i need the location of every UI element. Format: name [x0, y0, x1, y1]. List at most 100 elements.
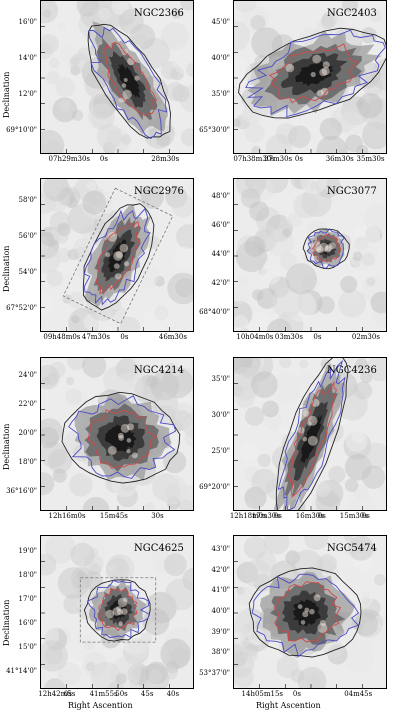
y-tick-label: 56'0": [18, 232, 37, 240]
y-tick-label: 68°40'0": [199, 307, 230, 316]
y-tick-label: 14'0": [18, 54, 37, 62]
galaxy-name: NGC2976: [134, 186, 184, 197]
y-tick-label: 39'0": [211, 627, 230, 636]
y-tick-label: 42'0": [211, 565, 230, 574]
galaxy-image: [41, 1, 193, 153]
x-tick-label: 07h29m30s: [48, 155, 90, 163]
y-tick-label: 36°16'0": [6, 486, 37, 495]
y-tick-label: 38'0": [211, 648, 230, 657]
x-tick-label: 12h42m5s: [38, 690, 76, 698]
y-tick-label: 40'0": [211, 54, 230, 62]
x-tick-label: 40s: [166, 690, 180, 698]
panel-ngc4625: NGC4625 19'0" 18'0" 17'0" 16'0" 15'0" 41°14'0"…: [6, 535, 194, 698]
y-tick-label: 41°14'0": [6, 667, 37, 675]
x-tick-label: 0s: [292, 690, 301, 698]
y-tick-label: 46'0": [211, 221, 230, 230]
x-tick-label: 12h16m0s: [48, 512, 86, 520]
galaxy-image: [234, 1, 386, 153]
galaxy-name: NGC4236: [327, 365, 377, 376]
y-tick-label: 41'0": [211, 586, 230, 595]
x-tick-label: 30s: [151, 512, 164, 520]
x-tick-label: 03m30s: [274, 333, 303, 341]
y-tick-label: 54'0": [18, 268, 37, 276]
image-frame: [233, 535, 387, 689]
y-tick-label: 19'0": [18, 547, 37, 555]
galaxy-image: [234, 179, 386, 331]
y-tick-label: 35'0": [211, 375, 230, 383]
x-tick-label: 28m30s: [151, 155, 180, 163]
x-axis-label-right: Right Ascention: [256, 701, 321, 710]
x-tick-label: 17m30s: [251, 512, 280, 520]
y-tick-label: 18'0": [18, 571, 37, 579]
x-tick-label: 12h18m0s: [229, 512, 267, 520]
galaxy-name: NGC2366: [134, 8, 184, 19]
y-tick-label: 15'0": [18, 643, 37, 651]
galaxy-image: [41, 358, 193, 510]
x-tick-label: 0s: [63, 690, 72, 698]
galaxy-name: NGC4625: [134, 543, 184, 554]
y-tick-label: 69°10'0": [6, 126, 37, 134]
x-tick-label: 15m30s: [339, 512, 368, 520]
x-tick-label: 47m30s: [81, 333, 110, 341]
y-tick-label: 16'0": [18, 18, 37, 26]
y-tick-label: 69°20'0": [199, 483, 230, 491]
x-tick-label: 0s: [294, 155, 303, 163]
x-tick-label: 0s: [313, 333, 322, 341]
x-tick-label: 0s: [99, 155, 108, 163]
x-tick-label: 16m30s: [295, 512, 324, 520]
x-tick-label: 04m45s: [344, 690, 373, 698]
x-tick-label: 41m55s: [89, 690, 118, 698]
y-tick-label: 16'0": [18, 619, 37, 627]
y-tick-label: 40'0": [211, 607, 230, 615]
y-tick-label: 58'0": [18, 196, 37, 204]
image-frame: [233, 178, 387, 332]
x-axis-label-left: Right Ascention: [68, 701, 133, 710]
x-tick-label: 15m45s: [99, 512, 128, 520]
y-tick-label: 22'0": [18, 400, 37, 409]
x-tick-label: 10h04m0s: [236, 333, 274, 341]
galaxy-image: [234, 358, 386, 510]
x-tick-label: 50s: [115, 690, 128, 698]
y-tick-label: 65°30'0": [199, 126, 230, 134]
panel-ngc5474: NGC5474 43'0" 42'0" 41'0" 40'0" 39'0" 38'0" 53°…: [199, 535, 387, 698]
x-tick-label: 0s: [273, 512, 282, 520]
panel-ngc2976: NGC2976 58'0" 56'0" 54'0" 67°52'0" 09h48m0s 47…: [6, 178, 194, 341]
y-tick-label: 12'0": [18, 90, 37, 98]
panel-ngc2403: NGC2403 45'0" 40'0" 35'0" 65°30'0" 07h38m30s 3…: [199, 0, 387, 163]
image-frame: [40, 0, 194, 154]
y-tick-label: 18'0": [18, 457, 37, 466]
image-frame: [40, 178, 194, 332]
y-tick-label: 53°37'0": [199, 668, 230, 677]
x-tick-label: 07h38m30s: [233, 155, 275, 163]
y-tick-label: 17'0": [18, 595, 37, 603]
x-tick-label: 02m30s: [351, 333, 380, 341]
image-frame: [233, 0, 387, 154]
x-tick-label: 37m30s: [264, 155, 293, 163]
galaxy-name: NGC3077: [327, 186, 377, 197]
galaxy-image: [41, 536, 193, 688]
panel-ngc4236: NGC4236 35'0" 30'0" 25'0" 69°20'0" 12h18m0s 17…: [199, 357, 387, 520]
panel-ngc4214: NGC4214 24'0" 22'0" 20'0" 18'0" 36°16'0" 12h16…: [6, 357, 194, 520]
x-tick-label: 35m30s: [356, 155, 385, 163]
image-frame: [233, 357, 387, 511]
x-tick-label: 0s: [317, 512, 326, 520]
y-tick-label: 25'0": [211, 447, 230, 455]
panel-ngc2366: NGC2366 16'0" 14'0" 12'0" 69°10'0" 07h29m30s 0…: [6, 0, 194, 163]
x-tick-label: 45s: [140, 690, 154, 698]
x-tick-label: 0s: [361, 512, 370, 520]
galaxy-image: [234, 536, 386, 688]
x-tick-label: 46m30s: [158, 333, 187, 341]
x-tick-label: 09h48m0s: [43, 333, 81, 341]
y-tick-label: 24'0": [18, 371, 37, 380]
y-tick-label: 48'0": [211, 192, 230, 201]
x-tick-label: 0s: [120, 333, 129, 341]
y-tick-label: 20'0": [18, 429, 37, 437]
y-tick-label: 67°52'0": [6, 304, 37, 312]
image-frame: [40, 357, 194, 511]
y-tick-label: 35'0": [211, 90, 230, 98]
galaxy-name: NGC5474: [327, 543, 377, 554]
galaxy-image: [41, 179, 193, 331]
y-tick-label: 42'0": [211, 278, 230, 287]
x-tick-label: 36m30s: [325, 155, 354, 163]
panel-ngc3077: NGC3077 48'0" 46'0" 44'0" 42'0" 68°40'0" 10h04…: [199, 178, 387, 341]
